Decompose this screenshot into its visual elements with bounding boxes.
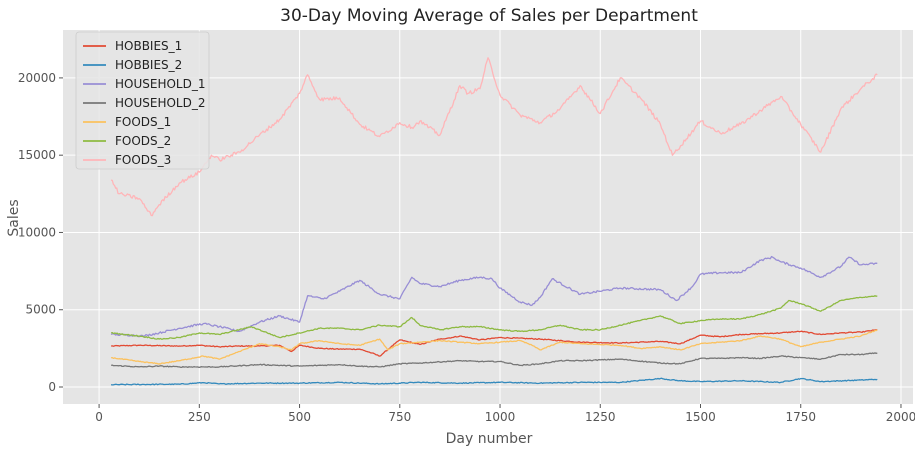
legend-label: FOODS_1 [115,115,171,129]
series-line-hobbies_2 [110,377,878,386]
x-tick-label: 0 [95,410,103,424]
x-tick-label: 1750 [785,410,816,424]
x-tick-label: 500 [288,410,311,424]
legend: HOBBIES_1 HOBBIES_2 HOUSEHOLD_1 HOUSEHOLD_2… [75,31,210,170]
legend-box [75,31,210,170]
series-line-household_1 [110,255,878,338]
legend-label: HOBBIES_1 [115,39,182,53]
x-axis-ticks: 0 250 500 750 1000 1250 1500 1750 2000 [95,404,915,424]
legend-label: HOUSEHOLD_1 [115,77,205,91]
x-axis-label: Day number [446,431,533,447]
series-line-foods_3 [110,57,878,217]
y-tick-label: 0 [48,380,56,394]
y-tick-label: 10000 [18,225,56,239]
chart-title: 30-Day Moving Average of Sales per Depar… [280,6,698,26]
x-tick-label: 1000 [485,410,516,424]
x-tick-label: 2000 [886,410,915,424]
legend-label: HOBBIES_2 [115,58,182,72]
y-tick-label: 20000 [18,71,56,85]
y-axis-ticks: 0 5000 10000 15000 20000 [18,71,63,394]
y-tick-label: 5000 [25,303,56,317]
series-line-foods_2 [110,295,878,340]
x-tick-label: 1500 [685,410,716,424]
legend-label: HOUSEHOLD_2 [115,96,205,110]
y-axis-label: Sales [6,199,22,236]
legend-label: FOODS_2 [115,134,171,148]
series-line-hobbies_1 [111,329,878,357]
x-tick-label: 250 [188,410,211,424]
legend-label: FOODS_3 [115,153,171,167]
x-tick-label: 750 [388,410,411,424]
x-tick-label: 1250 [585,410,616,424]
series-line-foods_1 [111,329,878,365]
series-lines [110,57,878,386]
series-line-household_2 [110,352,878,369]
y-tick-label: 15000 [18,148,56,162]
